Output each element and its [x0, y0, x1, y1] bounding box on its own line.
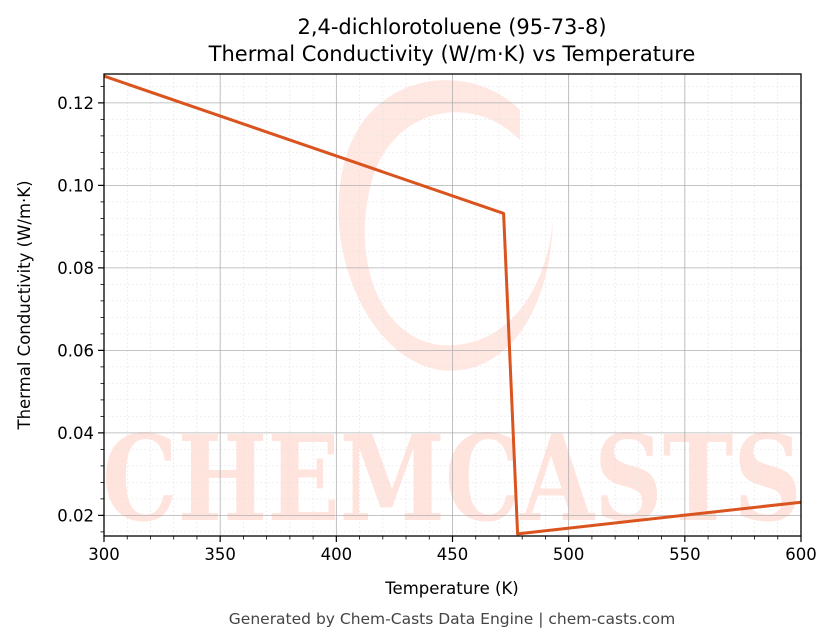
x-axis-label: Temperature (K) [384, 579, 518, 598]
x-tick-label: 500 [553, 545, 585, 564]
y-tick-label: 0.02 [57, 506, 94, 525]
x-tick-label: 450 [437, 545, 469, 564]
chart-title-line1: 2,4-dichlorotoluene (95-73-8) [297, 15, 606, 39]
watermark-text: CHEMCASTS [102, 409, 802, 548]
y-axis-ticks: 0.02 0.04 0.06 0.08 0.10 0.12 [57, 85, 104, 533]
series-line [103, 74, 802, 536]
y-tick-label: 0.10 [57, 176, 94, 195]
x-axis-ticks: 300 350 400 450 500 550 600 [88, 536, 817, 564]
watermark: CHEMCASTS [102, 80, 802, 548]
x-tick-label: 350 [204, 545, 236, 564]
x-tick-label: 400 [321, 545, 353, 564]
x-tick-label: 550 [669, 545, 701, 564]
chart-title-line2: Thermal Conductivity (W/m·K) vs Temperat… [208, 42, 696, 66]
footer-credit: Generated by Chem-Casts Data Engine | ch… [229, 610, 675, 628]
x-tick-label: 300 [88, 545, 120, 564]
x-tick-label: 600 [785, 545, 817, 564]
watermark-logo-swirl [338, 80, 553, 371]
y-axis-label: Thermal Conductivity (W/m·K) [15, 180, 34, 430]
y-tick-label: 0.08 [57, 259, 94, 278]
y-tick-label: 0.12 [57, 94, 94, 113]
y-tick-label: 0.04 [57, 424, 94, 443]
y-tick-label: 0.06 [57, 341, 94, 360]
